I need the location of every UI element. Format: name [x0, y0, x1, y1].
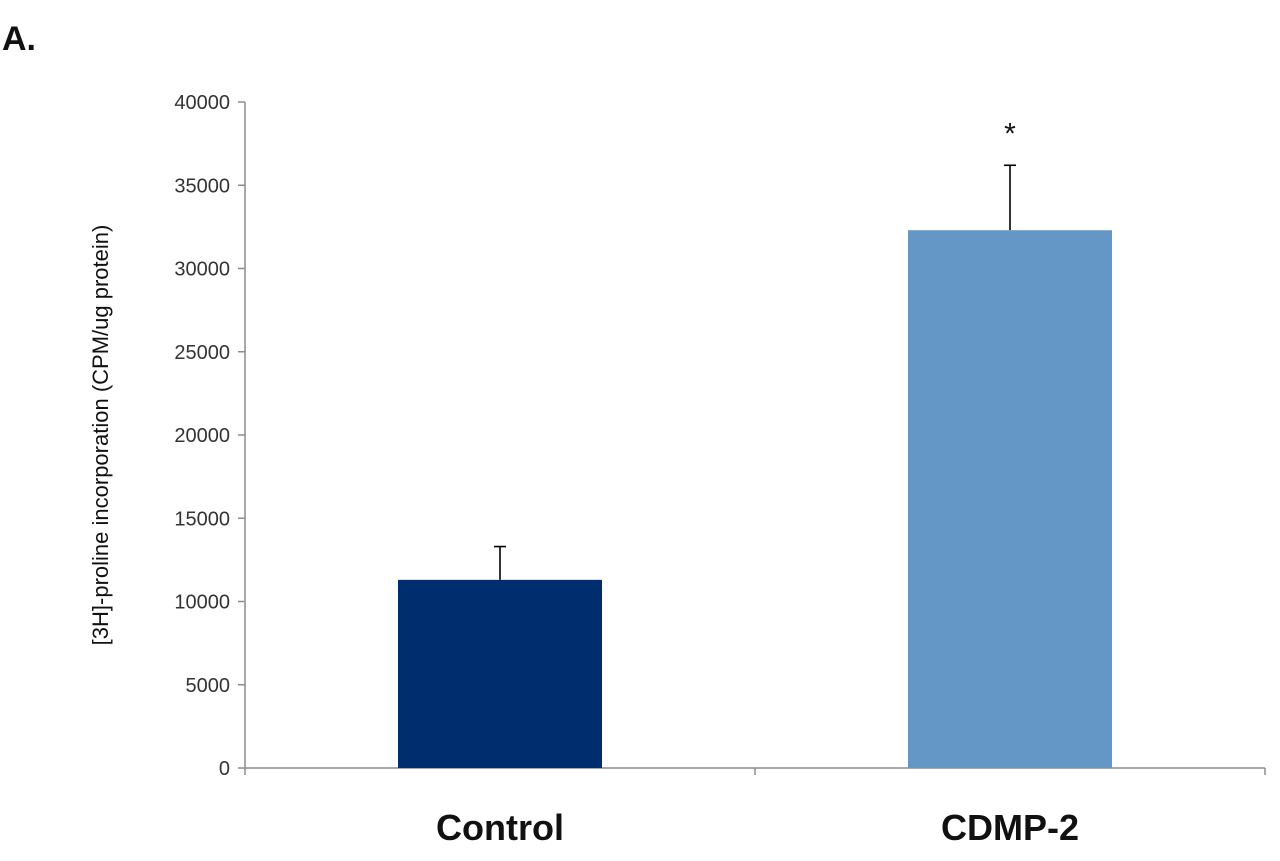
bar-control — [398, 579, 602, 768]
y-tick-label: 25000 — [174, 342, 230, 364]
y-tick-label: 5000 — [186, 675, 231, 697]
panel-label: A. — [2, 20, 36, 58]
y-axis-title: [3H]-proline incorporation (CPM/ug prote… — [88, 225, 113, 646]
labels-group: 0 5000 10000 15000 20000 25000 30000 35000 40000… — [174, 92, 1079, 848]
bars-group — [398, 164, 1112, 768]
y-tick-label: 15000 — [174, 508, 230, 530]
y-tick-label: 35000 — [174, 175, 230, 197]
y-tick-label: 40000 — [174, 92, 230, 114]
y-tick-label: 30000 — [174, 259, 230, 281]
x-category-label: Control — [436, 807, 564, 848]
bar-cdmp-2 — [908, 230, 1112, 768]
y-tick-label: 20000 — [174, 425, 230, 447]
x-category-label: CDMP-2 — [941, 807, 1079, 848]
y-tick-label: 10000 — [174, 592, 230, 614]
significance-marker: * — [1004, 117, 1016, 150]
y-tick-label: 0 — [219, 758, 230, 780]
